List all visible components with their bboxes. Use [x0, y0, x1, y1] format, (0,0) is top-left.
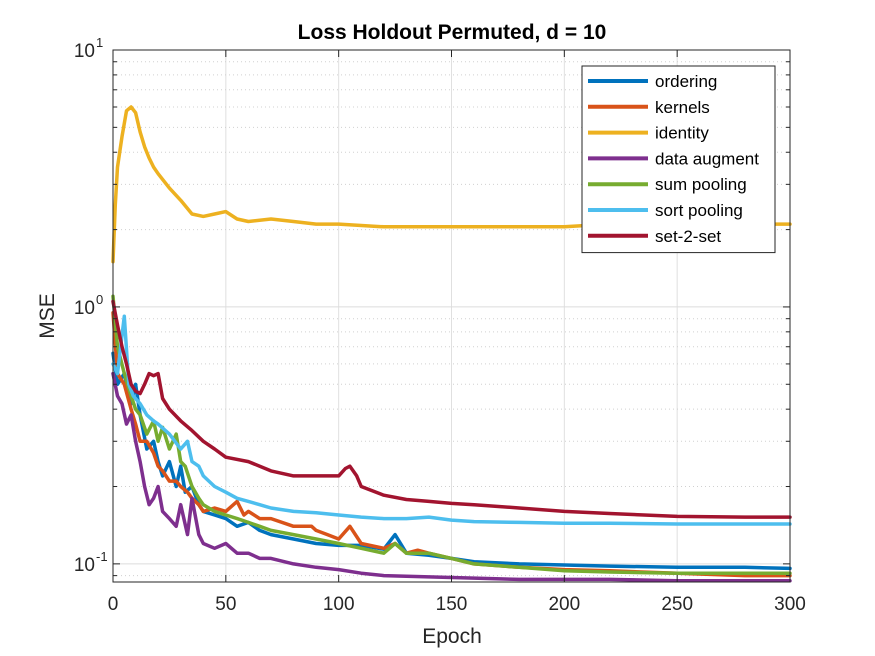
chart-title: Loss Holdout Permuted, d = 10 [298, 21, 607, 44]
legend-label: kernels [655, 98, 710, 117]
x-tick-label: 250 [661, 594, 693, 615]
y-tick-label: 10 [74, 41, 95, 62]
x-axis-title: Epoch [422, 625, 482, 648]
legend-label: set-2-set [655, 227, 721, 246]
x-tick-label: 0 [108, 594, 119, 615]
legend-label: sum pooling [655, 175, 747, 194]
series-lines [111, 105, 792, 583]
y-tick-exponent: 0 [96, 292, 103, 307]
x-tick-label: 300 [774, 594, 806, 615]
series-line-set-2-set [111, 299, 792, 519]
y-tick-label: 10 [74, 555, 95, 576]
y-axis-title: MSE [36, 293, 59, 339]
series-line-sort-pooling [111, 314, 792, 526]
legend-label: data augment [655, 149, 759, 168]
x-tick-label: 200 [548, 594, 580, 615]
legend-label: identity [655, 124, 709, 143]
series-line-sum-pooling [111, 294, 792, 575]
x-tick-label: 150 [436, 594, 468, 615]
legend: ordering kernels identity data augment sum p… [581, 65, 776, 254]
y-tick-exponent: -1 [96, 549, 108, 564]
legend-label: ordering [655, 72, 717, 91]
x-tick-label: 100 [323, 594, 355, 615]
y-tick-label: 10 [74, 298, 95, 319]
y-tick-exponent: 1 [96, 35, 103, 50]
series-line-identity [111, 105, 792, 264]
x-tick-label: 50 [215, 594, 236, 615]
legend-label: sort pooling [655, 201, 743, 220]
series-line-data-augment [111, 371, 792, 583]
